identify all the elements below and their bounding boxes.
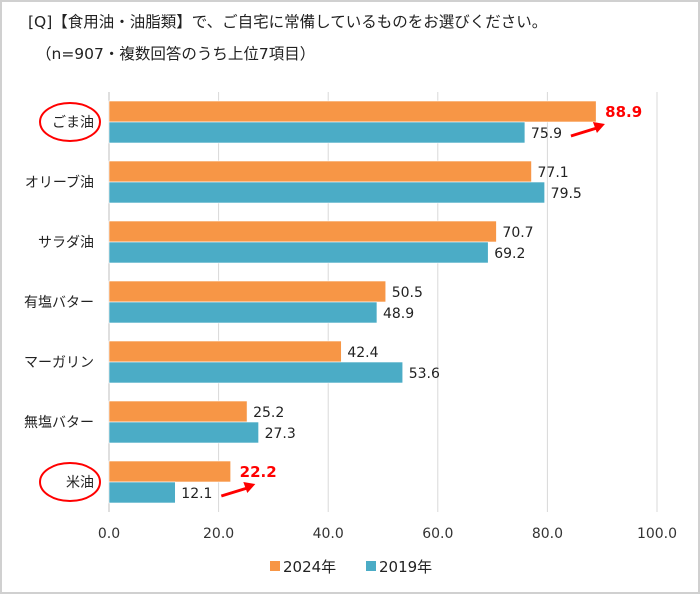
- bar-2024年: [108, 400, 248, 423]
- category-label: ごま油: [52, 115, 94, 131]
- data-label: 12.1: [181, 486, 212, 502]
- bar-2019年: [108, 121, 526, 144]
- legend-swatch: [366, 561, 376, 571]
- x-tick-label: 0.0: [98, 526, 120, 542]
- bar-2019年: [108, 421, 259, 444]
- bar-2024年: [108, 100, 597, 123]
- trend-arrow: [570, 126, 598, 138]
- bar-2019年: [108, 241, 489, 264]
- bar-2019年: [108, 481, 176, 504]
- data-label: 70.7: [502, 225, 533, 241]
- category-label: 無塩バター: [24, 415, 94, 431]
- data-label: 79.5: [551, 186, 582, 202]
- legend-label: 2019年: [379, 558, 432, 576]
- category-label: オリーブ油: [25, 174, 94, 191]
- bar-2024年: [108, 340, 342, 363]
- data-label: 22.2: [240, 463, 277, 481]
- x-tick-label: 40.0: [313, 526, 344, 542]
- chart-title: [Q]【食用油・油脂類】で、ご自宅に常備しているものをお選びください。: [28, 13, 548, 31]
- data-label: 77.1: [538, 165, 569, 181]
- x-tick-label: 100.0: [637, 526, 677, 542]
- legend-label: 2024年: [283, 558, 336, 576]
- bar-2024年: [108, 280, 387, 303]
- data-label: 88.9: [605, 103, 642, 121]
- category-label: マーガリン: [24, 355, 94, 371]
- data-label: 50.5: [392, 285, 423, 301]
- arrow-head-icon: [243, 482, 256, 493]
- data-label: 42.4: [347, 345, 378, 361]
- data-label: 27.3: [265, 426, 296, 442]
- legend-swatch: [270, 561, 280, 571]
- arrow-head-icon: [592, 122, 605, 133]
- data-label: 75.9: [531, 126, 562, 142]
- data-label: 48.9: [383, 306, 414, 322]
- data-label: 25.2: [253, 405, 284, 421]
- bar-2019年: [108, 301, 378, 324]
- x-tick-label: 60.0: [422, 526, 453, 542]
- data-label: 53.6: [409, 366, 440, 382]
- category-label: 米油: [66, 475, 94, 491]
- bar-2024年: [108, 220, 497, 243]
- highlight-circle: [39, 102, 101, 142]
- category-label: 有塩バター: [24, 295, 94, 311]
- category-label: サラダ油: [38, 235, 94, 251]
- data-label: 69.2: [494, 246, 525, 262]
- x-tick-label: 80.0: [532, 526, 563, 542]
- chart-subtitle: （n=907・複数回答のうち上位7項目）: [36, 45, 316, 63]
- x-tick-label: 20.0: [203, 526, 234, 542]
- bar-2019年: [108, 361, 404, 384]
- trend-arrow: [220, 486, 248, 498]
- highlight-circle: [39, 462, 101, 502]
- bar-2019年: [108, 181, 545, 204]
- bar-2024年: [108, 460, 231, 483]
- bar-2024年: [108, 160, 532, 183]
